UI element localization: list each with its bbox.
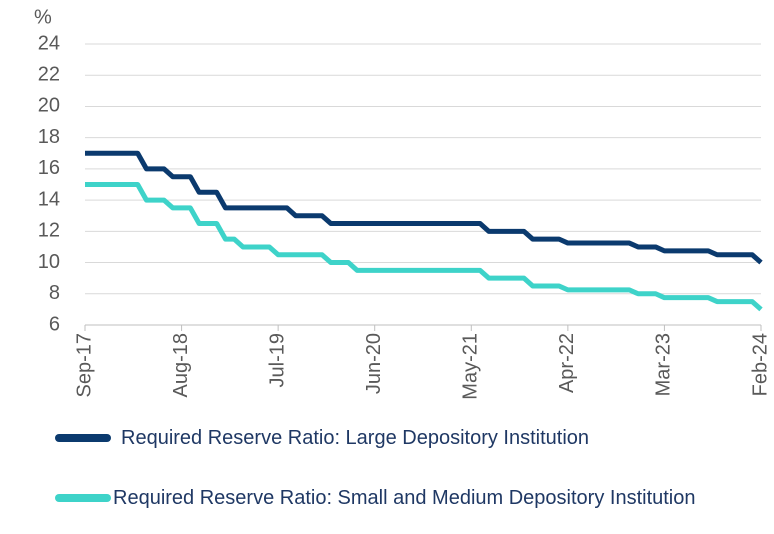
y-tick-label: 24 <box>38 32 60 54</box>
x-tick-label: Mar-23 <box>653 333 675 396</box>
legend-label: Required Reserve Ratio: Large Depository… <box>121 427 590 449</box>
x-tick-label: Feb-24 <box>749 333 771 396</box>
x-tick-label: May-21 <box>460 333 482 400</box>
x-tick-label: Apr-22 <box>556 333 578 393</box>
y-tick-label: 6 <box>49 313 60 335</box>
legend-item: Required Reserve Ratio: Large Depository… <box>55 425 774 451</box>
y-tick-label: 22 <box>38 64 60 86</box>
legend-swatch <box>55 494 111 502</box>
x-tick-label: Sep-17 <box>73 333 95 398</box>
legend-label: Required Reserve Ratio: Small and Medium… <box>113 487 696 509</box>
x-tick-label: Aug-18 <box>170 333 192 398</box>
legend-swatch <box>55 434 111 442</box>
chart: % 6 8 10 12 14 16 18 20 22 24 Sep-17 Aug-18 Jul-19 Ju… <box>34 6 771 400</box>
x-tick-label: Jul-19 <box>266 333 288 387</box>
y-tick-label: 10 <box>38 251 60 273</box>
series-line <box>85 182 763 312</box>
y-tick-label: 12 <box>38 220 60 242</box>
x-tick-label: Jun-20 <box>363 333 385 394</box>
y-tick-label: 14 <box>38 188 60 210</box>
y-tick-label: 8 <box>49 282 60 304</box>
y-axis-label: % <box>34 6 52 28</box>
y-tick-label: 20 <box>38 95 60 117</box>
y-tick-label: 18 <box>38 126 60 148</box>
y-tick-label: 16 <box>38 157 60 179</box>
legend-item: Required Reserve Ratio: Small and Medium… <box>55 485 753 511</box>
series-line <box>85 150 763 265</box>
